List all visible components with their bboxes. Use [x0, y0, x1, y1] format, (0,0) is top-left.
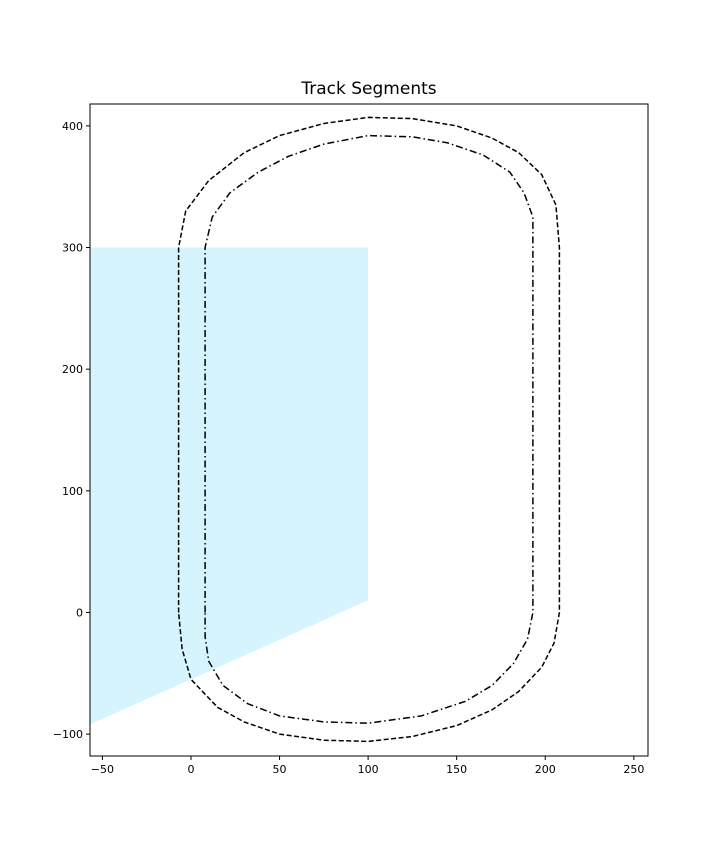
- y-tick-label: 0: [76, 606, 83, 619]
- chart-title: Track Segments: [300, 79, 436, 99]
- x-tick-label: 100: [358, 763, 379, 776]
- x-tick-label: 150: [446, 763, 467, 776]
- x-tick-label: 200: [535, 763, 556, 776]
- track-line-inner: [204, 134, 534, 724]
- x-tick-label: 250: [623, 763, 644, 776]
- y-tick-label: 300: [62, 242, 83, 255]
- y-tick-label: 400: [62, 120, 83, 133]
- axes-frame: [89, 103, 649, 757]
- x-tick-label: −50: [91, 763, 114, 776]
- y-tick-label: 200: [62, 363, 83, 376]
- y-tick-label: 100: [62, 485, 83, 498]
- x-tick-label: 0: [187, 763, 194, 776]
- x-tick-label: 50: [273, 763, 287, 776]
- shaded-region: [90, 247, 369, 725]
- plot-area: [90, 116, 561, 743]
- plot-content: [90, 116, 561, 743]
- y-tick-label: −100: [53, 728, 83, 741]
- track-line-outer: [177, 116, 561, 743]
- axes: −50 0 50 100 150 200 250 −100 0 100 200 300 400: [53, 103, 649, 776]
